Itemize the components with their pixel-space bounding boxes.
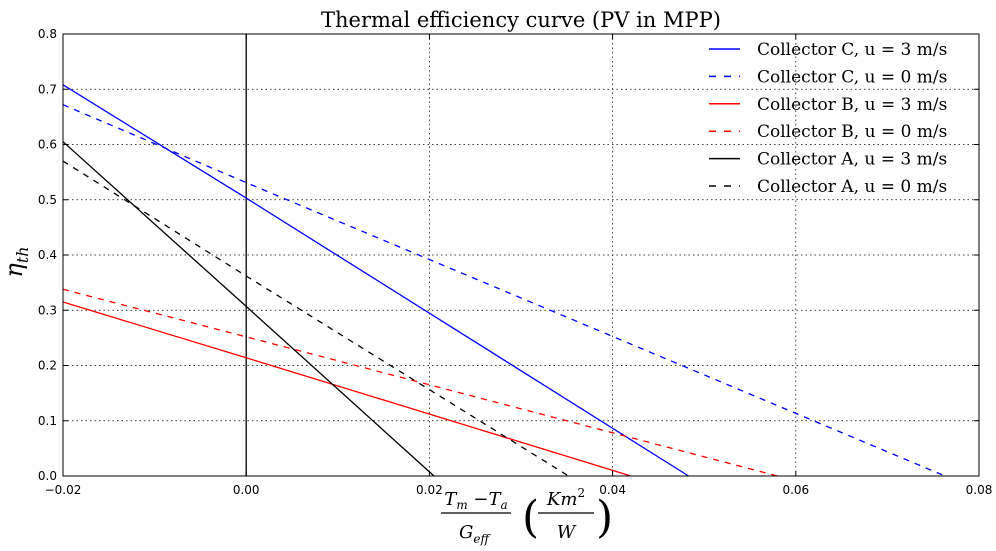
- x-label-minus: −: [468, 489, 489, 510]
- x-label-unit-num: Km: [546, 489, 578, 510]
- axis-ticks: −0.02 0.00 0.02 0.04 0.06 0.08 0.0 0.1 0.2 0.3 0.4…: [38, 27, 992, 497]
- x-label-paren-right: ): [596, 492, 613, 543]
- x-tick-label: 0.08: [966, 483, 993, 497]
- series-line-0: [62, 84, 689, 477]
- y-axis-subscript: th: [13, 246, 32, 263]
- x-label-den-main: G: [459, 522, 473, 543]
- y-axis-symbol: η: [0, 263, 28, 278]
- y-tick-label: 0.0: [38, 469, 57, 483]
- y-tick-label: 0.7: [38, 82, 57, 96]
- series-line-5: [62, 160, 569, 477]
- x-label-num-sub2: a: [501, 498, 508, 512]
- legend-label-2: Collector B, u = 3 m/s: [757, 95, 947, 115]
- x-label-paren-left: (: [522, 492, 539, 543]
- legend-label-1: Collector C, u = 0 m/s: [757, 67, 947, 87]
- x-tick-label: 0.06: [782, 483, 809, 497]
- svg-text:Tm −Ta: Tm −Ta: [444, 489, 507, 512]
- x-tick-label: 0.02: [416, 483, 443, 497]
- y-tick-label: 0.5: [38, 193, 57, 207]
- x-tick-label: 0.04: [599, 483, 626, 497]
- x-label-num-main2: T: [489, 489, 503, 510]
- x-label-unit-den: W: [557, 522, 577, 543]
- x-tick-label: 0.00: [233, 483, 260, 497]
- y-tick-label: 0.1: [38, 414, 57, 428]
- x-label-unit-sup: 2: [577, 486, 585, 500]
- svg-text:Km2: Km2: [546, 486, 585, 510]
- series-line-2: [62, 301, 632, 477]
- y-tick-label: 0.8: [38, 27, 57, 41]
- x-axis-label: Tm −Ta Geff ( Km2 W ): [441, 486, 613, 546]
- y-tick-label: 0.3: [38, 303, 57, 317]
- svg-text:Geff: Geff: [459, 522, 491, 546]
- x-label-den-sub: eff: [473, 532, 491, 546]
- y-tick-label: 0.2: [38, 359, 57, 373]
- x-label-num-sub1: m: [456, 498, 467, 512]
- svg-text:ηth: ηth: [0, 246, 32, 277]
- x-label-num-main: T: [444, 489, 458, 510]
- legend-label-3: Collector B, u = 0 m/s: [757, 122, 947, 142]
- series-line-3: [62, 288, 778, 477]
- legend-label-0: Collector C, u = 3 m/s: [757, 40, 947, 60]
- legend-label-4: Collector A, u = 3 m/s: [757, 150, 947, 170]
- y-tick-label: 0.4: [38, 248, 57, 262]
- chart-title: Thermal efficiency curve (PV in MPP): [321, 8, 721, 32]
- legend-label-5: Collector A, u = 0 m/s: [757, 177, 947, 197]
- y-tick-label: 0.6: [38, 138, 57, 152]
- x-tick-label: −0.02: [45, 483, 82, 497]
- svg-text:W: W: [557, 522, 577, 543]
- series-lines: [62, 84, 946, 477]
- y-axis-label: ηth: [0, 246, 32, 277]
- legend: Collector C, u = 3 m/s Collector C, u = 0…: [709, 40, 947, 197]
- series-line-4: [62, 141, 435, 477]
